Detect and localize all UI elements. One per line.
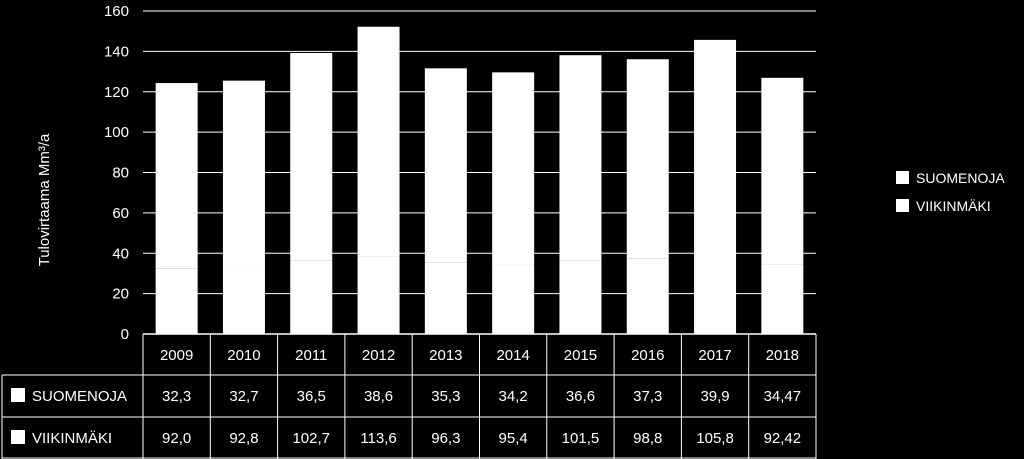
x-tick-label: 2014 [496,347,529,364]
x-tick-label: 2016 [631,347,664,364]
table-series-name: SUOMENOJA [32,388,127,405]
bar-suomenoja-2018 [761,264,804,334]
bar-suomenoja-2013 [424,262,467,334]
legend-swatch [896,199,909,212]
y-axis-label: Tulovirtaama Mm³/a [36,133,53,266]
bar-viikinmäki-2009 [155,83,198,269]
bar-viikinmäki-2015 [559,55,602,261]
bars [155,26,804,334]
y-tick-label: 80 [112,165,129,182]
data-label: 32,7 [229,388,258,405]
y-tick-label: 140 [104,43,129,60]
data-label: 92,0 [162,430,191,447]
table-legend-swatch [11,430,25,444]
legend: SUOMENOJA VIIKINMÄKI [896,170,1005,214]
bar-suomenoja-2010 [222,267,265,334]
bar-viikinmäki-2017 [694,39,737,254]
y-tick-label: 160 [104,3,129,20]
bar-suomenoja-2017 [694,253,737,334]
legend-label: VIIKINMÄKI [916,198,991,214]
y-tick-label: 100 [104,124,129,141]
table-series-name: VIIKINMÄKI [32,430,112,447]
data-label: 98,8 [633,430,662,447]
x-tick-label: 2017 [698,347,731,364]
x-tick-label: 2011 [295,347,327,364]
data-label: 101,5 [562,430,600,447]
data-label: 34,47 [764,388,802,405]
y-tick-label: 0 [121,326,129,343]
bar-viikinmäki-2010 [222,80,265,268]
data-table: 2009 2010 2011 2012 2013 2014 2015 2016 2017 2018… [1,333,817,459]
data-label: 95,4 [499,430,528,447]
bar-suomenoja-2015 [559,260,602,334]
data-label: 105,8 [696,430,734,447]
y-tick-label: 40 [112,245,129,262]
data-label: 113,6 [360,430,396,447]
legend-label: SUOMENOJA [916,170,1005,186]
x-tick-label: 2015 [564,347,597,364]
legend-swatch [896,171,909,184]
data-label: 37,3 [633,388,662,405]
x-tick-label: 2010 [227,347,260,364]
y-tick-label: 60 [112,205,129,222]
x-tick-label: 2018 [766,347,799,364]
data-label: 102,7 [292,430,330,447]
data-label: 32,3 [162,388,191,405]
data-label: 36,5 [297,388,326,405]
x-tick-label: 2009 [160,347,193,364]
data-label: 35,3 [431,388,460,405]
x-tick-label: 2013 [429,347,462,364]
data-label: 92,8 [229,430,258,447]
data-label: 34,2 [499,388,528,405]
bar-viikinmäki-2013 [424,68,467,263]
data-label: 36,6 [566,388,595,405]
bar-viikinmäki-2014 [492,72,535,265]
x-tick-label: 2012 [362,347,395,364]
bar-viikinmäki-2012 [357,26,400,257]
data-label: 38,6 [364,388,393,405]
y-tick-label: 120 [104,84,129,101]
data-label: 39,9 [700,388,729,405]
bar-viikinmäki-2018 [761,77,804,265]
bar-suomenoja-2012 [357,256,400,334]
bar-suomenoja-2009 [155,268,198,334]
bar-suomenoja-2014 [492,264,535,334]
y-axis-ticks: 0 20 40 60 80 100 120 140 160 [104,3,129,343]
bar-viikinmäki-2011 [290,52,333,261]
bar-suomenoja-2016 [626,258,669,334]
bar-suomenoja-2011 [290,260,333,334]
bar-viikinmäki-2016 [626,59,669,259]
y-tick-label: 20 [112,286,129,303]
data-label: 92,42 [764,430,802,447]
table-legend-swatch [11,388,25,402]
data-label: 96,3 [431,430,460,447]
